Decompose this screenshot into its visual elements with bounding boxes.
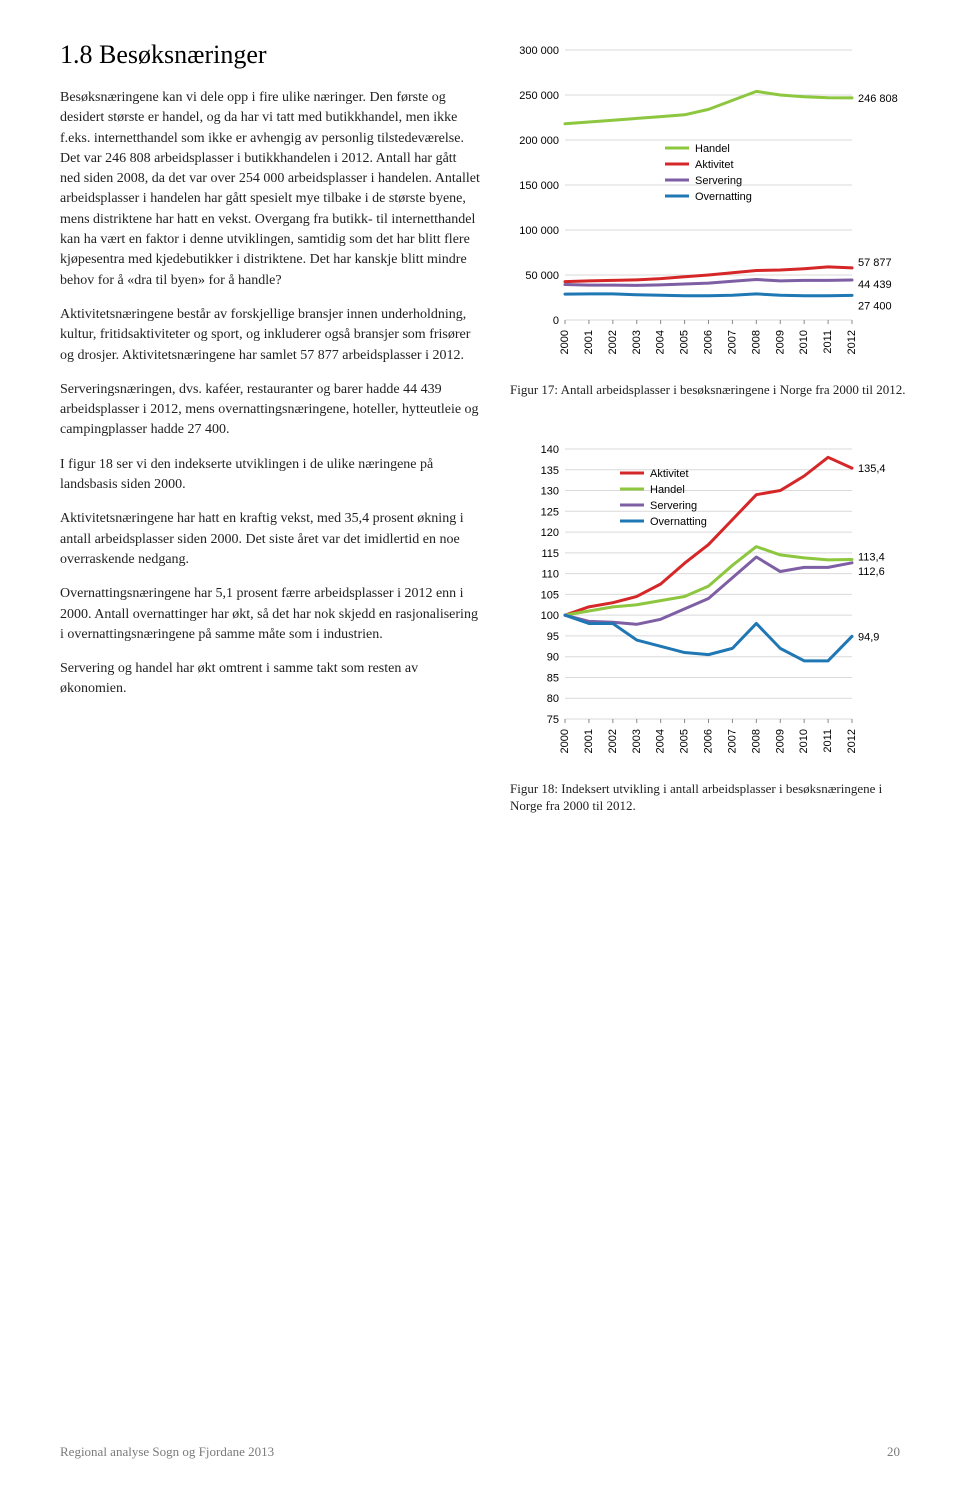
svg-text:57 877: 57 877 (858, 257, 892, 269)
svg-text:2008: 2008 (750, 330, 762, 354)
svg-text:Servering: Servering (695, 175, 742, 187)
para-2: Aktivitetsnæringene består av forskjelli… (60, 305, 480, 366)
para-5: Aktivitetsnæringene har hatt en kraftig … (60, 509, 480, 570)
svg-text:2009: 2009 (774, 729, 786, 753)
svg-text:85: 85 (547, 672, 559, 684)
svg-text:75: 75 (547, 714, 559, 726)
chart-17-caption: Figur 17: Antall arbeidsplasser i besøks… (510, 381, 910, 399)
svg-text:250 000: 250 000 (519, 90, 559, 102)
svg-text:80: 80 (547, 693, 559, 705)
svg-text:110: 110 (541, 568, 559, 580)
svg-text:Overnatting: Overnatting (695, 191, 752, 203)
svg-text:2012: 2012 (846, 729, 858, 753)
svg-text:115: 115 (541, 547, 559, 559)
para-1: Besøksnæringene kan vi dele opp i fire u… (60, 88, 480, 291)
svg-text:2001: 2001 (583, 330, 595, 354)
svg-text:140: 140 (541, 444, 559, 456)
svg-text:100: 100 (541, 610, 559, 622)
svg-text:50 000: 50 000 (525, 270, 559, 282)
chart-18-svg: 75 80 85 90 95 100 105 110 115 120 125 130 135 140 200… (510, 439, 910, 769)
svg-text:2006: 2006 (703, 729, 715, 753)
para-6: Overnattingsnæringene har 5,1 prosent fæ… (60, 584, 480, 645)
chart-18: 75 80 85 90 95 100 105 110 115 120 125 130 135 140 200… (510, 439, 910, 815)
svg-text:2005: 2005 (679, 729, 691, 753)
svg-text:2007: 2007 (726, 330, 738, 354)
svg-text:130: 130 (541, 485, 559, 497)
svg-text:2000: 2000 (559, 729, 571, 753)
chart-17: 0 50 000 100 000 150 000 200 000 250 000 300 0… (510, 40, 910, 399)
svg-text:2012: 2012 (846, 330, 858, 354)
svg-text:2004: 2004 (655, 729, 667, 753)
chart-18-caption: Figur 18: Indeksert utvikling i antall a… (510, 780, 910, 815)
svg-text:2003: 2003 (631, 330, 643, 354)
svg-text:Handel: Handel (650, 484, 685, 496)
svg-text:44 439: 44 439 (858, 279, 892, 291)
svg-text:Servering: Servering (650, 500, 697, 512)
svg-text:150 000: 150 000 (519, 180, 559, 192)
svg-text:2010: 2010 (798, 729, 810, 753)
para-4: I figur 18 ser vi den indekserte utvikli… (60, 455, 480, 496)
svg-text:120: 120 (541, 527, 559, 539)
svg-text:112,6: 112,6 (858, 565, 885, 577)
svg-text:246 808: 246 808 (858, 93, 898, 105)
svg-text:95: 95 (547, 630, 559, 642)
svg-text:125: 125 (541, 506, 559, 518)
svg-text:105: 105 (541, 589, 559, 601)
svg-text:113,4: 113,4 (858, 551, 885, 563)
svg-text:2006: 2006 (703, 330, 715, 354)
svg-text:Aktivitet: Aktivitet (650, 468, 689, 480)
svg-text:Aktivitet: Aktivitet (695, 159, 734, 171)
page-heading: 1.8 Besøksnæringer (60, 40, 480, 70)
svg-text:2008: 2008 (750, 729, 762, 753)
svg-text:2005: 2005 (679, 330, 691, 354)
svg-text:2003: 2003 (631, 729, 643, 753)
svg-text:2009: 2009 (774, 330, 786, 354)
svg-text:135,4: 135,4 (858, 463, 886, 475)
svg-text:0: 0 (553, 315, 559, 327)
svg-text:200 000: 200 000 (519, 135, 559, 147)
svg-text:100 000: 100 000 (519, 225, 559, 237)
svg-text:2011: 2011 (822, 729, 834, 753)
chart-17-svg: 0 50 000 100 000 150 000 200 000 250 000 300 0… (510, 40, 910, 370)
svg-text:2004: 2004 (655, 330, 667, 354)
para-3: Serveringsnæringen, dvs. kaféer, restaur… (60, 380, 480, 441)
svg-text:Overnatting: Overnatting (650, 516, 707, 528)
svg-text:90: 90 (547, 651, 559, 663)
svg-text:135: 135 (541, 464, 559, 476)
svg-text:2000: 2000 (559, 330, 571, 354)
svg-text:Handel: Handel (695, 143, 730, 155)
svg-text:300 000: 300 000 (519, 45, 559, 57)
page-footer: Regional analyse Sogn og Fjordane 2013 2… (60, 1444, 900, 1460)
svg-text:27 400: 27 400 (858, 300, 892, 312)
svg-text:2002: 2002 (607, 330, 619, 354)
svg-text:2011: 2011 (822, 330, 834, 354)
svg-text:2007: 2007 (726, 729, 738, 753)
svg-text:2001: 2001 (583, 729, 595, 753)
svg-text:2010: 2010 (798, 330, 810, 354)
footer-left: Regional analyse Sogn og Fjordane 2013 (60, 1444, 274, 1460)
footer-right: 20 (887, 1444, 900, 1460)
svg-text:2002: 2002 (607, 729, 619, 753)
svg-text:94,9: 94,9 (858, 631, 879, 643)
para-7: Servering og handel har økt omtrent i sa… (60, 659, 480, 700)
